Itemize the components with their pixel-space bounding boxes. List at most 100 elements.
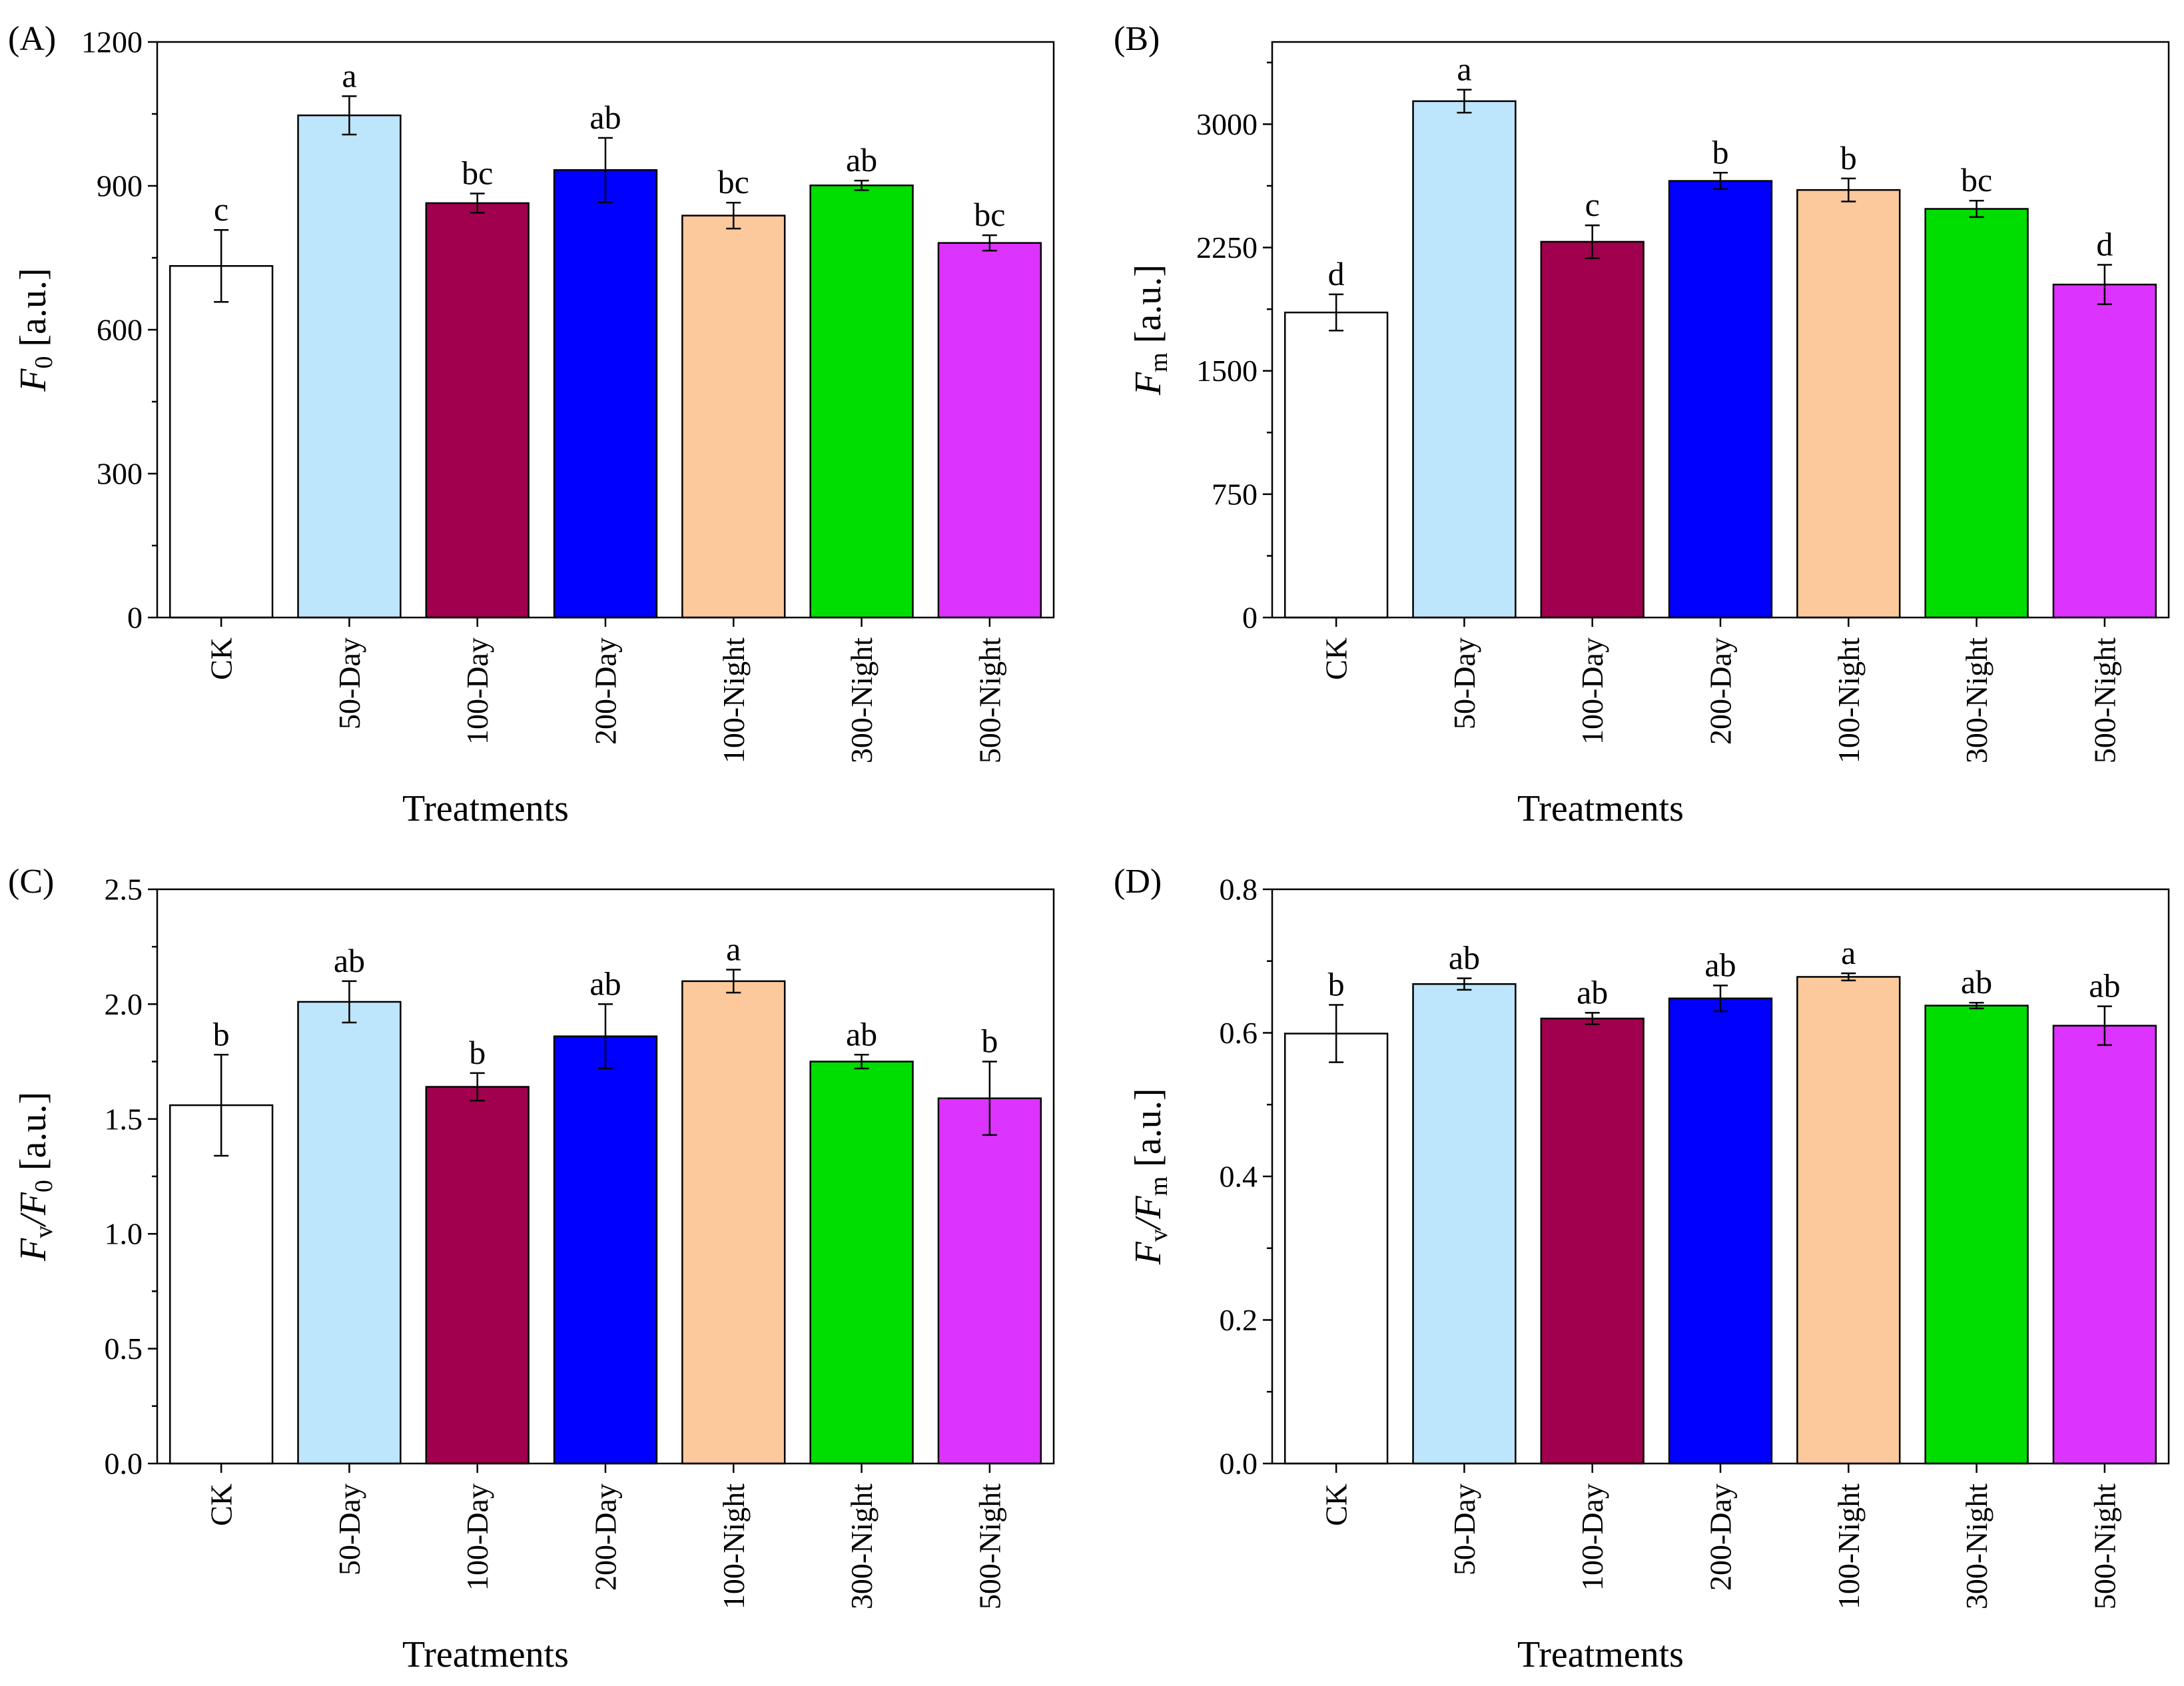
y-tick-label: 600: [97, 313, 143, 347]
significance-letter: b: [981, 1023, 998, 1060]
significance-letter: ab: [589, 965, 621, 1002]
chart-panel-2: (C) b CK ab 50-Day b 100-Day ab 200-Day a 100-Nigh…: [8, 863, 1055, 1675]
significance-letter: b: [213, 1015, 230, 1053]
x-tick-label: CK: [1319, 1483, 1353, 1526]
error-bar: [1457, 977, 1472, 991]
x-tick-label: 200-Day: [1704, 1483, 1738, 1591]
significance-letter: bc: [462, 155, 493, 192]
y-tick-label: 0.4: [1220, 1160, 1258, 1194]
chart-panel-1: (B) d CK a 50-Day c 100-Day b 200-Day b 100-Night b…: [1114, 20, 2170, 829]
bar-300-Night: [1924, 208, 2029, 619]
y-tick-label: 0.0: [1220, 1447, 1258, 1481]
error-bar: [1713, 985, 1728, 1013]
x-tick-label: 500-Night: [972, 637, 1006, 763]
significance-letter: ab: [846, 141, 877, 179]
y-tick-label: 1500: [1196, 354, 1258, 388]
x-tick-label: 100-Day: [460, 1483, 494, 1591]
significance-letter: c: [1585, 186, 1600, 223]
significance-letter: a: [726, 931, 741, 968]
x-tick-label: 100-Night: [717, 637, 751, 763]
bar-100-Night: [681, 214, 786, 619]
y-tick-label: 900: [97, 169, 143, 203]
y-tick-label: 2.0: [105, 987, 143, 1021]
y-axis-label: Fm [a.u.]: [1128, 264, 1173, 396]
y-tick-label: 300: [97, 457, 143, 491]
y-tick-label: 1200: [81, 25, 143, 59]
bar-100-Night: [1796, 976, 1901, 1465]
bar-CK: [1283, 1033, 1389, 1465]
bar-200-Day: [1668, 997, 1773, 1465]
bar-200-Day: [1668, 180, 1773, 619]
x-tick-label: 100-Day: [1575, 637, 1609, 745]
error-bar: [1969, 1001, 1984, 1010]
significance-letter: a: [1457, 51, 1471, 88]
x-tick-label: 200-Day: [589, 637, 623, 745]
significance-letter: ab: [1577, 973, 1608, 1011]
x-tick-label: 100-Day: [460, 637, 494, 745]
x-tick-label: CK: [204, 1483, 238, 1526]
significance-letter: ab: [1449, 939, 1480, 977]
plot-frame: [156, 41, 1055, 619]
error-bar: [470, 193, 485, 214]
x-tick-label: 50-Day: [332, 637, 366, 729]
significance-letter: bc: [974, 196, 1005, 233]
y-tick-label: 0.2: [1220, 1303, 1258, 1337]
significance-letter: b: [469, 1034, 486, 1071]
y-axis-label: Fv/F0 [a.u.]: [13, 1092, 58, 1262]
bar-CK: [169, 1104, 274, 1465]
x-tick-label: 100-Day: [1575, 1483, 1609, 1591]
error-bar: [1329, 293, 1344, 332]
panel-label: (A): [8, 20, 56, 58]
bar-300-Night: [809, 1060, 914, 1465]
bar-500-Night: [937, 1097, 1042, 1465]
bar-500-Night: [2052, 283, 2157, 619]
y-tick-label: 0: [1242, 601, 1258, 635]
significance-letter: bc: [718, 163, 749, 201]
x-tick-label: 100-Night: [717, 1483, 751, 1609]
y-tick-label: 2.5: [105, 873, 143, 907]
error-bar: [598, 1003, 613, 1070]
significance-letter: ab: [846, 1015, 877, 1053]
x-tick-label: 50-Day: [332, 1483, 366, 1575]
error-bar: [2097, 264, 2112, 305]
error-bar: [214, 228, 229, 303]
error-bar: [726, 201, 741, 230]
error-bar: [854, 179, 869, 191]
error-bar: [726, 969, 741, 994]
x-tick-label: 200-Day: [589, 1483, 623, 1591]
error-bar: [598, 137, 613, 203]
significance-letter: c: [214, 191, 228, 228]
x-tick-label: 100-Night: [1832, 1483, 1866, 1609]
x-tick-label: 300-Night: [1960, 1483, 1994, 1609]
bar-100-Night: [1796, 189, 1901, 619]
panel-label: (C): [8, 863, 54, 901]
error-bar: [2097, 1005, 2112, 1047]
bar-100-Day: [1540, 1017, 1644, 1465]
x-tick-label: CK: [204, 637, 238, 680]
bar-100-Day: [1540, 240, 1644, 619]
error-bar: [1969, 199, 1984, 218]
error-bar: [1585, 224, 1600, 259]
significance-letter: ab: [589, 99, 621, 136]
significance-letter: ab: [2089, 967, 2120, 1005]
significance-letter: a: [1841, 934, 1856, 971]
bar-200-Day: [553, 169, 658, 619]
error-bar: [470, 1072, 485, 1102]
x-axis-label: Treatments: [402, 788, 569, 829]
y-tick-label: 1.5: [105, 1102, 143, 1136]
y-tick-label: 0: [127, 601, 143, 635]
significance-letter: ab: [334, 942, 365, 979]
x-axis-label: Treatments: [1517, 1634, 1684, 1675]
x-tick-label: 300-Night: [845, 637, 879, 763]
significance-letter: d: [1328, 255, 1345, 292]
plot-frame: [1271, 888, 2170, 1465]
error-bar: [982, 1060, 997, 1136]
significance-letter: bc: [1961, 161, 1992, 199]
bar-50-Day: [297, 114, 402, 619]
significance-letter: a: [342, 57, 356, 94]
x-tick-label: 50-Day: [1447, 1483, 1481, 1575]
bar-100-Day: [425, 202, 530, 619]
error-bar: [1713, 172, 1728, 191]
error-bar: [342, 980, 357, 1024]
x-tick-label: CK: [1319, 637, 1353, 680]
